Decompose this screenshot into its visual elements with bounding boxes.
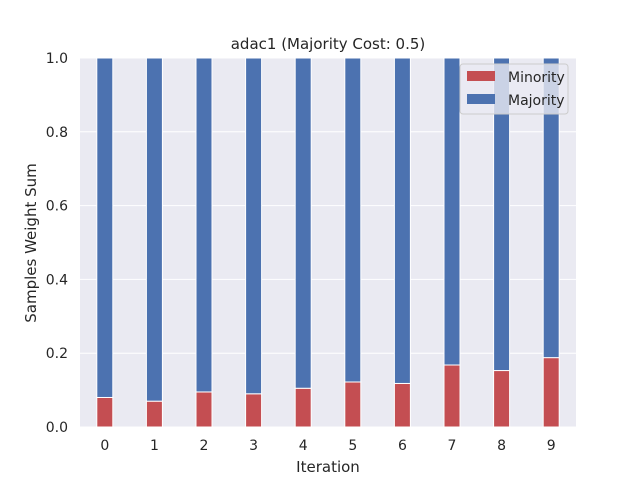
y-tick-label: 0.0	[46, 420, 68, 436]
x-tick-label: 8	[497, 438, 506, 454]
x-tick-label: 1	[150, 438, 159, 454]
bar-majority-4	[294, 57, 312, 389]
legend-swatch-minority	[467, 71, 495, 81]
x-tick-label: 6	[398, 438, 407, 454]
bar-minority-9	[542, 357, 560, 428]
x-tick-labels: 0 1 2 3 4 5 6 7 8 9	[100, 438, 555, 454]
y-tick-label: 0.4	[46, 272, 68, 288]
bar-majority-2	[195, 57, 213, 393]
bar-majority-3	[245, 57, 263, 395]
x-tick-label: 3	[249, 438, 258, 454]
bar-minority-3	[245, 393, 263, 428]
bar-minority-7	[443, 364, 461, 428]
bar-majority-9	[542, 57, 560, 359]
x-tick-label: 7	[448, 438, 457, 454]
x-tick-label: 0	[100, 438, 109, 454]
bar-minority-8	[493, 370, 511, 428]
x-tick-label: 5	[348, 438, 357, 454]
bar-majority-5	[344, 57, 362, 383]
legend-swatch-majority	[467, 94, 495, 104]
y-tick-label: 0.8	[46, 125, 68, 141]
y-tick-label: 0.6	[46, 199, 68, 215]
x-tick-label: 2	[200, 438, 209, 454]
bars	[96, 57, 560, 428]
bar-majority-1	[145, 57, 163, 402]
bar-majority-0	[96, 57, 114, 398]
bar-minority-0	[96, 396, 114, 428]
y-tick-label: 0.2	[46, 346, 68, 362]
x-tick-label: 4	[299, 438, 308, 454]
x-axis-label: Iteration	[296, 458, 360, 476]
y-tick-label: 1.0	[46, 51, 68, 67]
bar-minority-5	[344, 381, 362, 428]
legend-label-majority: Majority	[508, 93, 565, 109]
chart-title: adac1 (Majority Cost: 0.5)	[231, 35, 426, 53]
bar-majority-7	[443, 57, 461, 366]
bar-minority-4	[294, 387, 312, 428]
legend-label-minority: Minority	[508, 70, 565, 86]
bar-majority-6	[393, 57, 411, 384]
bar-minority-6	[393, 382, 411, 428]
x-tick-label: 9	[547, 438, 556, 454]
y-tick-labels: 0.0 0.2 0.4 0.6 0.8 1.0	[46, 51, 68, 436]
bar-majority-8	[493, 57, 511, 372]
bar-minority-2	[195, 391, 213, 428]
y-axis-label: Samples Weight Sum	[22, 163, 40, 323]
bar-minority-1	[145, 400, 163, 428]
legend: Minority Majority	[459, 63, 569, 115]
